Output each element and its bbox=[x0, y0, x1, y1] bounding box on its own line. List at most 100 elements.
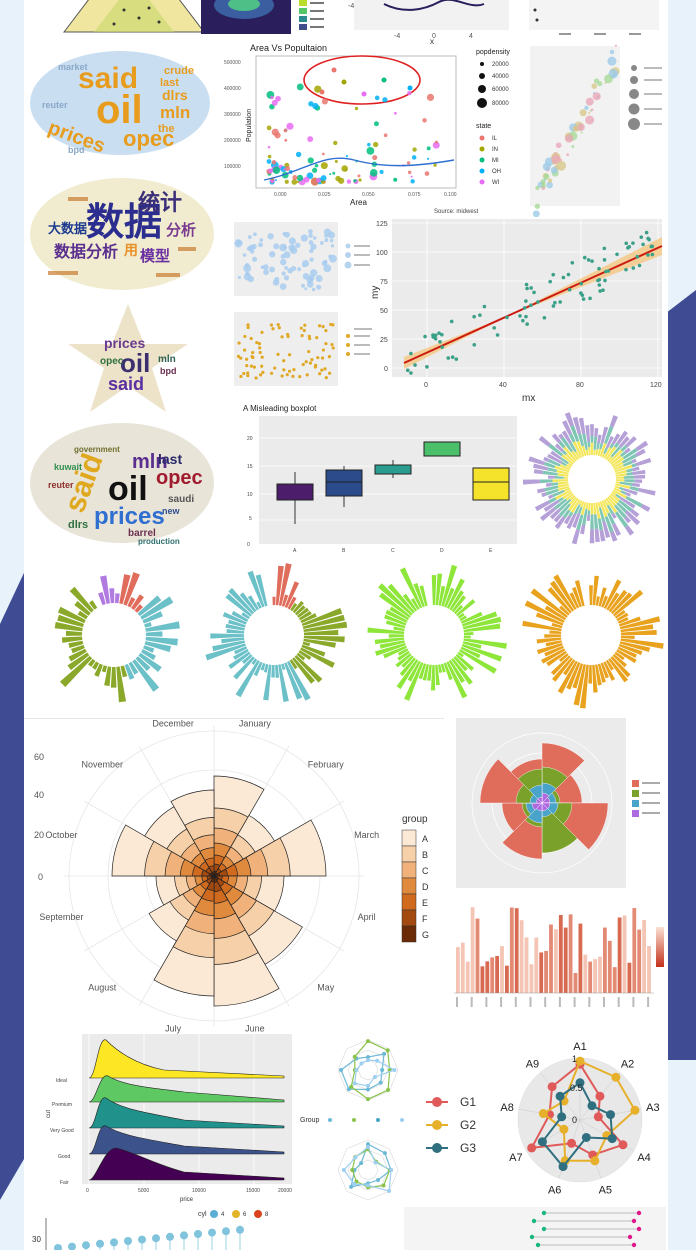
faded-point bbox=[604, 74, 613, 84]
orange-point bbox=[249, 336, 253, 341]
mx-my-point bbox=[536, 300, 540, 304]
blue-point bbox=[308, 229, 313, 234]
area-point bbox=[272, 166, 281, 175]
small-radar-point bbox=[380, 1068, 385, 1072]
circular-bar bbox=[612, 654, 627, 668]
circular-bar bbox=[68, 640, 84, 649]
salmon-tick-label bbox=[485, 997, 488, 1007]
stacked-segment bbox=[561, 430, 572, 444]
salmon-tick-label bbox=[500, 997, 503, 1007]
circular-bar bbox=[616, 612, 629, 622]
salmon-bar bbox=[612, 967, 617, 993]
circular-bar bbox=[89, 600, 98, 610]
stacked-segment bbox=[582, 508, 588, 526]
stacked-segment bbox=[528, 456, 546, 466]
small-scatter-blue bbox=[234, 222, 370, 296]
stacked-segment bbox=[569, 494, 576, 501]
cloud3-word-prices: prices bbox=[104, 335, 145, 351]
blue-point bbox=[262, 264, 269, 271]
area-point bbox=[422, 118, 427, 123]
radar-point bbox=[527, 1143, 537, 1153]
stacked-segment bbox=[534, 500, 551, 512]
box-xtick-D: D bbox=[440, 548, 444, 554]
salmon-bar bbox=[593, 959, 597, 993]
stacked-segment bbox=[557, 473, 569, 477]
salmon-bar bbox=[495, 956, 499, 993]
cloud3-word-said: said bbox=[108, 374, 144, 394]
circular-bar bbox=[418, 663, 427, 680]
circular-bar bbox=[547, 586, 572, 614]
mx-my-point bbox=[650, 252, 655, 257]
stacked-segment bbox=[615, 493, 621, 499]
partial-xtick-2: 0 bbox=[432, 33, 436, 40]
stacked-segment bbox=[613, 442, 620, 449]
circular-bar bbox=[544, 634, 562, 638]
blue-point bbox=[238, 240, 243, 245]
orange-point bbox=[244, 357, 249, 361]
wordcloud-chinese: 数据 统计 分析 大数据 数据分析 模型 用 bbox=[30, 178, 214, 290]
area-point bbox=[354, 106, 359, 111]
faded-scatter-points bbox=[532, 44, 620, 217]
small-radar-point bbox=[366, 1144, 370, 1149]
circular-bar bbox=[435, 664, 440, 686]
circular-bar bbox=[59, 655, 93, 688]
circular-bar bbox=[522, 620, 562, 632]
small-radar-point bbox=[366, 1097, 370, 1102]
mx-my-point bbox=[440, 332, 444, 337]
circular-bar bbox=[592, 664, 598, 693]
stacked-segment bbox=[608, 494, 619, 505]
cloud4-word-barrel: barrel bbox=[128, 528, 156, 539]
circular-bar bbox=[460, 646, 481, 659]
area-ytick-5: 100000 bbox=[224, 164, 241, 170]
stacked-segment bbox=[601, 500, 610, 514]
stacked-segment bbox=[620, 490, 627, 495]
cloud2-word-moxing: 模型 bbox=[140, 247, 170, 265]
salmon-bar bbox=[549, 924, 553, 993]
circular-bar bbox=[446, 578, 465, 609]
circular-bar bbox=[619, 616, 641, 627]
faded-point bbox=[585, 97, 594, 106]
faded-point bbox=[532, 210, 540, 217]
stacked-segment bbox=[549, 508, 561, 520]
circular-bar bbox=[69, 586, 94, 613]
polar-wedges bbox=[111, 775, 327, 1007]
circular-bar bbox=[462, 611, 498, 627]
stacked-segment bbox=[620, 451, 627, 457]
orange-point bbox=[242, 371, 246, 376]
circular-bar bbox=[457, 651, 464, 658]
orange-point bbox=[300, 334, 304, 338]
wordcloud-star: prices oil said mln opec bpd bbox=[68, 304, 188, 412]
wordcloud-oil-2: said oil opec prices mln last dlrs saudi… bbox=[30, 423, 214, 546]
mx-my-point bbox=[635, 254, 640, 259]
circular-bar bbox=[536, 637, 562, 644]
blue-point bbox=[283, 245, 287, 249]
stacked-segment bbox=[616, 502, 628, 513]
box-ytick-15: 15 bbox=[247, 464, 253, 470]
area-xtick-3: 0.050 bbox=[362, 192, 375, 198]
blue-point bbox=[253, 232, 257, 237]
small-radar-legend-markers bbox=[328, 1118, 404, 1122]
circular-bar bbox=[535, 612, 564, 626]
stacked-segment bbox=[569, 442, 577, 453]
stacked-segment bbox=[552, 479, 569, 483]
radar-point bbox=[590, 1156, 600, 1166]
ridge-label-verygood: Very Good bbox=[50, 1128, 74, 1134]
circular-bar bbox=[127, 597, 136, 608]
radar-series bbox=[541, 1081, 614, 1169]
lollipop-head bbox=[152, 1234, 160, 1243]
radar-spoke bbox=[579, 1119, 602, 1179]
stacked-segment bbox=[595, 449, 599, 456]
circular-bar bbox=[446, 661, 468, 699]
circular-bar bbox=[608, 589, 628, 613]
circular-bar bbox=[608, 658, 628, 683]
polar-month-july: July bbox=[165, 1024, 182, 1034]
circular-bar bbox=[443, 662, 453, 681]
circular-bar bbox=[298, 610, 312, 621]
mx-my-point bbox=[624, 267, 628, 272]
circular-bar bbox=[552, 657, 573, 682]
lollipop-head bbox=[194, 1230, 202, 1238]
circular-bar bbox=[145, 636, 178, 646]
lollipop-head bbox=[82, 1241, 90, 1250]
orange-point bbox=[246, 371, 250, 375]
area-point bbox=[266, 125, 272, 131]
